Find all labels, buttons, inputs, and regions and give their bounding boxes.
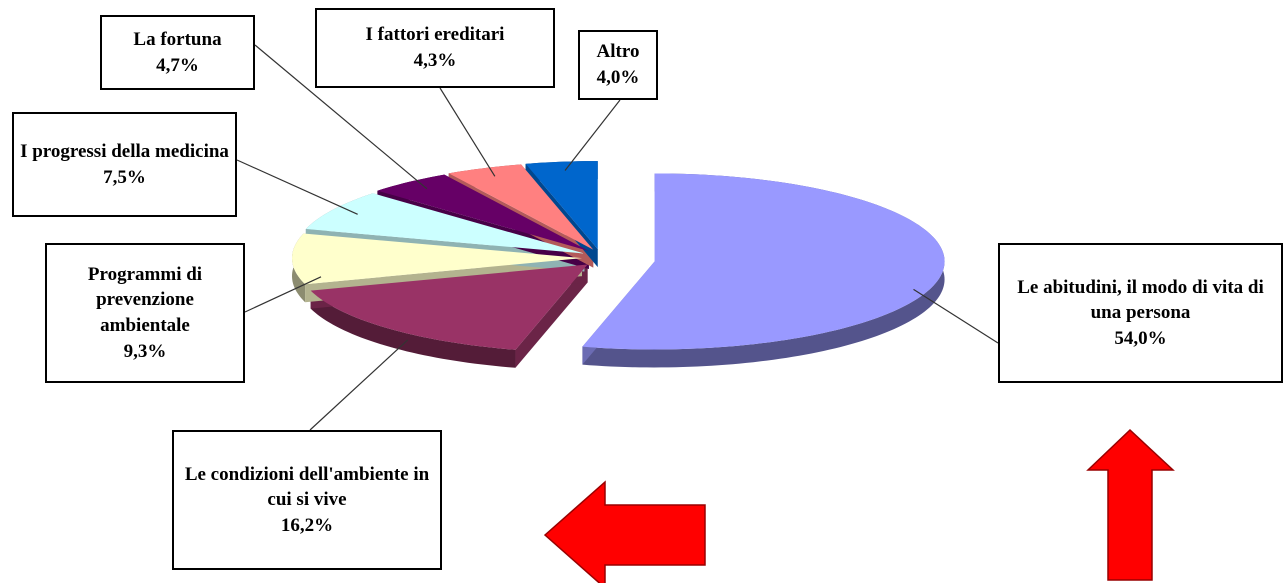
slice-side xyxy=(310,290,516,368)
arrow-left xyxy=(543,480,706,583)
value-label: 4,7% xyxy=(156,54,199,76)
label-box: Altro 4,0% xyxy=(578,30,658,100)
slice xyxy=(292,233,583,285)
leader-line xyxy=(913,288,999,344)
category-label: I fattori ereditari xyxy=(365,24,505,46)
label-box: Le abitudini, il modo di vita di una per… xyxy=(998,243,1283,383)
label-box: Le condizioni dell'ambiente in cui si vi… xyxy=(172,430,442,570)
label-box: La fortuna 4,7% xyxy=(100,15,255,90)
category-label: Programmi di prevenzione ambientale xyxy=(87,263,203,336)
value-label: 4,0% xyxy=(596,67,640,88)
leader-line xyxy=(254,44,428,190)
value-label: 16,2% xyxy=(280,514,334,536)
value-label: 9,3% xyxy=(123,340,167,362)
label-box: I fattori ereditari 4,3% xyxy=(315,8,555,88)
slice xyxy=(377,174,589,251)
slice xyxy=(310,264,588,350)
leader-line xyxy=(564,99,621,171)
label-box: I progressi della medicina 7,5% xyxy=(12,112,237,217)
arrow-up xyxy=(1086,428,1175,581)
label-box: Programmi di prevenzione ambientale 9,3% xyxy=(45,243,245,383)
slice-side xyxy=(515,264,588,368)
value-label: 4,3% xyxy=(413,50,457,71)
leader-line xyxy=(439,87,496,177)
slice xyxy=(525,161,598,250)
slice xyxy=(305,193,585,254)
leader-line xyxy=(309,339,409,431)
value-label: 7,5% xyxy=(103,166,146,188)
slice xyxy=(448,164,594,250)
category-label: I progressi della medicina xyxy=(20,140,229,162)
slice xyxy=(582,173,945,350)
category-label: Le condizioni dell'ambiente in cui si vi… xyxy=(184,463,430,511)
category-label: Altro xyxy=(596,41,640,63)
value-label: 54,0% xyxy=(1114,327,1167,349)
category-label: Le abitudini, il modo di vita di una per… xyxy=(1017,276,1264,324)
leader-line xyxy=(236,159,358,215)
category-label: La fortuna xyxy=(133,28,222,50)
leader-line xyxy=(244,276,322,313)
